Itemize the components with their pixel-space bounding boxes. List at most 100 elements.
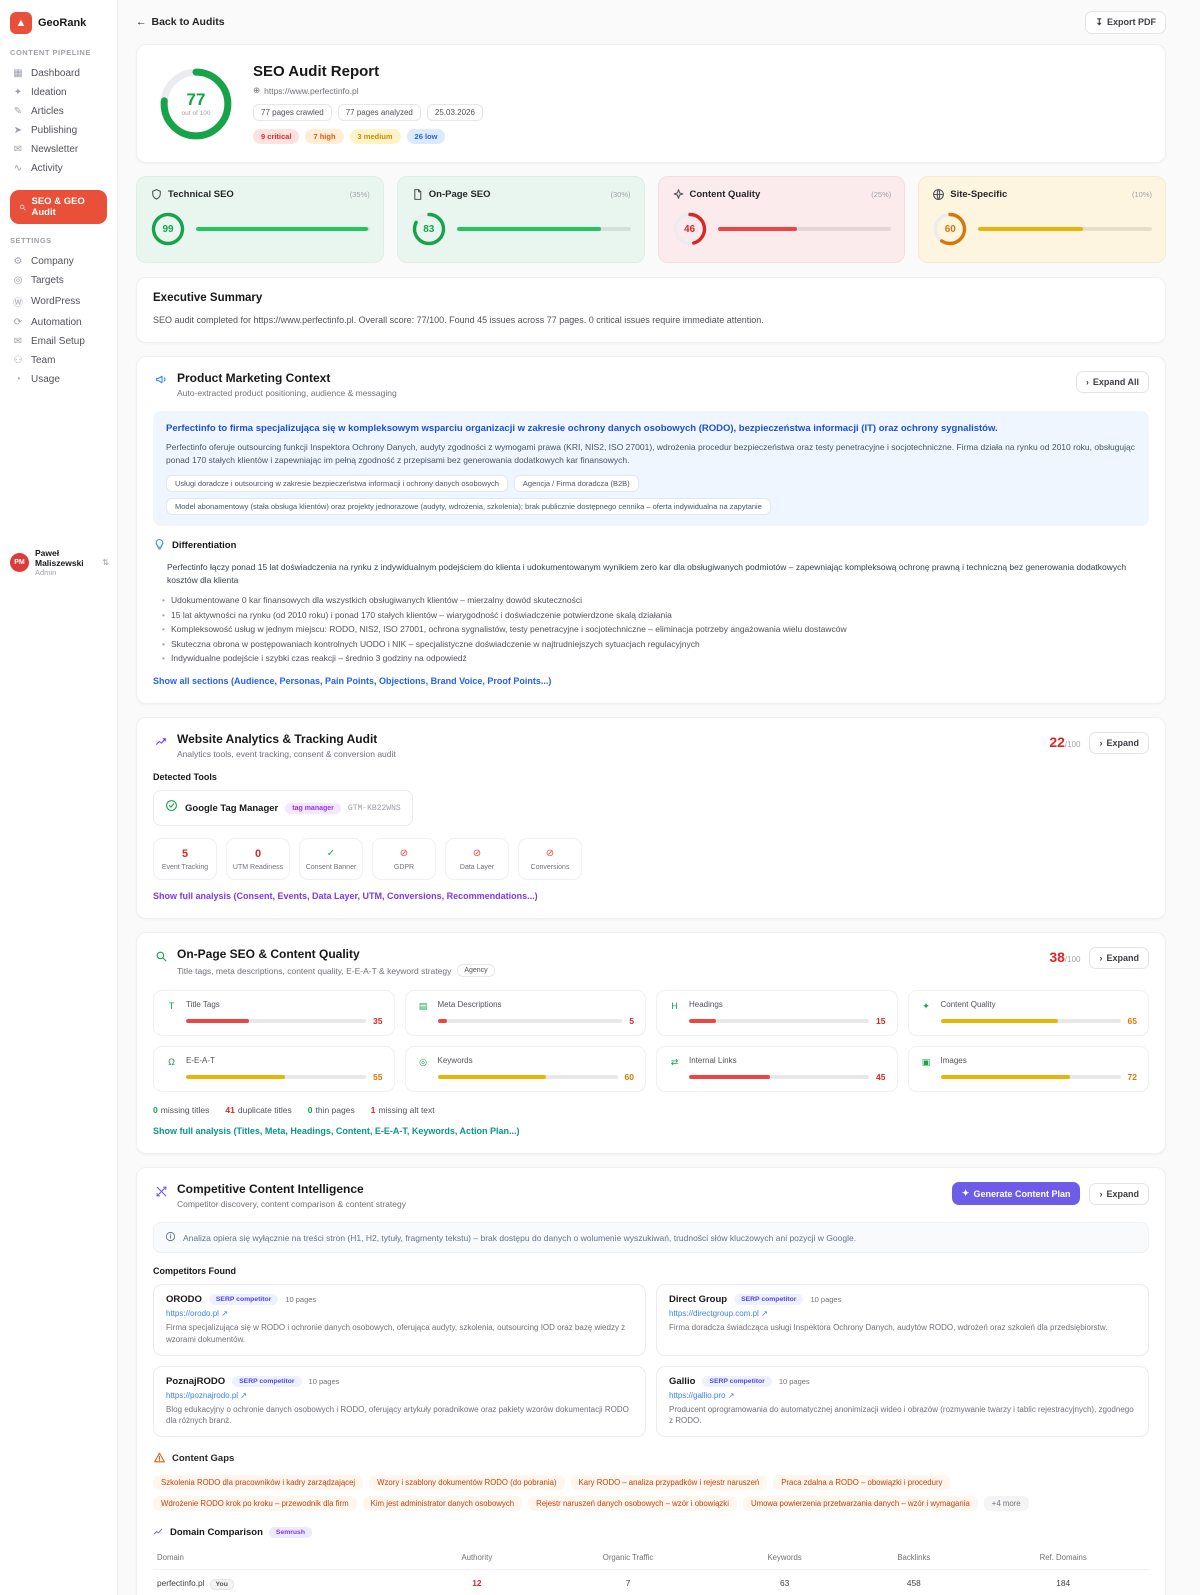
sidebar-item-company[interactable]: ⚙ Company — [13, 256, 74, 267]
col-backlinks[interactable]: Backlinks — [850, 1545, 978, 1570]
site-specific-card[interactable]: Site-Specific (10%) 60 — [918, 176, 1166, 263]
pages-crawled-pill: 77 pages crawled — [253, 104, 332, 121]
sidebar-item-team[interactable]: ⚇ Team — [13, 355, 56, 366]
technical-seo-score: 99 — [162, 223, 174, 235]
gap-chip[interactable]: Praca zdalna a RODO – obowiązki i proced… — [773, 1474, 951, 1490]
brand: ▲ GeoRank — [10, 12, 107, 34]
missing-titles-stat: 0 missing titles — [153, 1105, 210, 1116]
info-icon — [165, 1231, 176, 1244]
analytics-expand-button[interactable]: › Expand — [1089, 732, 1149, 755]
sidebar-item-ideation[interactable]: ✦ Ideation — [13, 87, 67, 98]
user-role: Admin — [35, 568, 57, 578]
metric-eeat[interactable]: Ω E-E-A-T 55 — [153, 1046, 395, 1093]
sidebar-item-wordpress[interactable]: Ⓦ WordPress — [13, 296, 81, 309]
search-icon — [19, 204, 26, 210]
technical-seo-card[interactable]: Technical SEO (35%) 99 — [136, 176, 384, 263]
metric-keywords[interactable]: ◎ Keywords 60 — [404, 1046, 646, 1093]
chevron-right-icon: › — [1099, 1188, 1103, 1199]
bullet: Skuteczna obrona w postępowaniach kontro… — [162, 637, 1149, 652]
pmc-subtitle: Auto-extracted product positioning, audi… — [177, 387, 397, 398]
competitor-card-direct-group[interactable]: Direct Group SERP competitor 10 pages http… — [656, 1284, 1149, 1356]
sidebar-item-articles[interactable]: ✎ Articles — [13, 106, 64, 117]
executive-summary-title: Executive Summary — [153, 292, 263, 304]
pmc-show-all-link[interactable]: Show all sections (Audience, Personas, P… — [153, 676, 552, 687]
event-tracking-stat[interactable]: 5 Event Tracking — [153, 838, 217, 881]
competitor-card-poznajrodo[interactable]: PoznajRODO SERP competitor 10 pages https:… — [153, 1365, 646, 1437]
differentiation-bullets: Udokumentowane 0 kar finansowych dla wsz… — [153, 593, 1149, 666]
metric-headings[interactable]: H Headings 15 — [656, 990, 898, 1037]
sidebar-item-dashboard[interactable]: ▦ Dashboard — [13, 68, 80, 79]
gap-chip[interactable]: Wzory i szablony dokumentów RODO (do pob… — [369, 1474, 565, 1490]
metric-images[interactable]: ▣ Images 72 — [907, 1046, 1149, 1093]
metric-internal-links[interactable]: ⇄ Internal Links 45 — [656, 1046, 898, 1093]
table-row[interactable]: perfectinfo.pl You 12 7 63 458 184 — [153, 1569, 1149, 1595]
competitor-url[interactable]: https://directgroup.com.pl ↗ — [669, 1309, 768, 1319]
consent-banner-stat[interactable]: ✓ Consent Banner — [299, 838, 363, 881]
metric-meta-descriptions[interactable]: ▤ Meta Descriptions 5 — [404, 990, 646, 1037]
competitor-url[interactable]: https://poznajrodo.pl ↗ — [166, 1390, 247, 1400]
serp-competitor-badge: SERP competitor — [208, 1294, 279, 1306]
content-quality-card[interactable]: Content Quality (25%) 46 — [657, 176, 906, 263]
sidebar-item-newsletter[interactable]: ✉ Newsletter — [13, 144, 79, 155]
lightbulb-icon — [153, 538, 166, 554]
col-keywords[interactable]: Keywords — [719, 1545, 851, 1570]
gap-chip[interactable]: Kary RODO – analiza przypadków i rejestr… — [570, 1474, 768, 1490]
sidebar-item-publishing[interactable]: ➤ Publishing — [13, 125, 78, 136]
competitor-card-gallio[interactable]: Gallio SERP competitor 10 pages https://ga… — [656, 1365, 1149, 1437]
metric-title-tags[interactable]: T Title Tags 35 — [153, 990, 395, 1037]
onpage-expand-button[interactable]: › Expand — [1089, 947, 1149, 970]
search-icon — [153, 948, 169, 964]
tool-type-badge: tag manager — [285, 802, 341, 814]
metric-content-quality[interactable]: ✦ Content Quality 65 — [907, 990, 1149, 1037]
analytics-audit-card: Website Analytics & Tracking Audit Analy… — [136, 717, 1166, 920]
competitor-url[interactable]: https://gallio.pro ↗ — [669, 1390, 735, 1400]
site-url[interactable]: ⊕ https://www.perfectinfo.pl — [253, 85, 359, 96]
competitor-card-orodo[interactable]: ORODO SERP competitor 10 pages https://oro… — [153, 1284, 646, 1356]
analytics-show-full-link[interactable]: Show full analysis (Consent, Events, Dat… — [153, 891, 538, 902]
gap-chip[interactable]: Rejestr naruszeń danych osobowych – wzór… — [528, 1495, 737, 1511]
sidebar-item-email-setup[interactable]: ✉ Email Setup — [13, 336, 85, 347]
sidebar-item-activity[interactable]: ∿ Activity — [13, 163, 63, 174]
sidebar-item-automation[interactable]: ⟳ Automation — [13, 317, 82, 328]
onpage-seo-card[interactable]: On-Page SEO (30%) 83 — [396, 176, 645, 263]
expand-all-button[interactable]: › Expand All — [1075, 370, 1149, 393]
score-header-card: 77 out of 100 SEO Audit Report ⊕ https://… — [136, 44, 1166, 163]
external-link-icon: ↗ — [727, 1390, 735, 1400]
main-content: ← Back to Audits ↧ Export PDF 77 out of 10… — [118, 0, 1200, 1595]
sidebar-item-targets[interactable]: ◎ Targets — [13, 275, 64, 286]
usage-icon: ◔ — [14, 374, 22, 385]
gap-chip[interactable]: Kim jest administrator danych osobowych — [362, 1495, 523, 1511]
gap-chip[interactable]: Szkolenia RODO dla pracowników i kadry z… — [153, 1474, 364, 1490]
back-to-audits-link[interactable]: ← Back to Audits — [136, 16, 225, 28]
pages-analyzed-pill: 77 pages analyzed — [337, 104, 421, 121]
sidebar-item-seo-geo-audit[interactable]: SEO & GEO Audit — [10, 190, 107, 224]
competitive-expand-button[interactable]: › Expand — [1089, 1182, 1149, 1205]
user-menu[interactable]: PM Paweł Maliszewski Admin ⇅ — [10, 548, 109, 577]
col-ref-domains[interactable]: Ref. Domains — [977, 1545, 1149, 1570]
data-layer-stat[interactable]: ⊘ Data Layer — [445, 838, 509, 881]
sidebar-item-usage[interactable]: ◔ Usage — [10, 370, 107, 389]
competitor-url[interactable]: https://orodo.pl ↗ — [166, 1309, 228, 1319]
generate-content-plan-button[interactable]: ✦ Generate Content Plan — [951, 1182, 1081, 1206]
conversions-stat[interactable]: ⊘ Conversions — [518, 838, 582, 881]
col-domain[interactable]: Domain — [153, 1545, 417, 1570]
gap-more-chip[interactable]: +4 more — [983, 1495, 1029, 1511]
gtm-tool-card[interactable]: Google Tag Manager tag manager GTM-KB22W… — [153, 790, 413, 827]
serp-competitor-badge: SERP competitor — [734, 1294, 804, 1306]
utm-readiness-stat[interactable]: 0 UTM Readiness — [226, 838, 290, 881]
bullet: Kompleksowość usług w jednym miejscu: RO… — [162, 622, 1149, 637]
onpage-show-full-link[interactable]: Show full analysis (Titles, Meta, Headin… — [153, 1126, 520, 1137]
gdpr-stat[interactable]: ⊘ GDPR — [372, 838, 436, 881]
gap-chip[interactable]: Umowa powierzenia przetwarzania danych –… — [742, 1495, 978, 1511]
onpage-seo-score: 83 — [423, 223, 435, 235]
external-link-icon: ↗ — [240, 1390, 247, 1400]
col-authority[interactable]: Authority — [416, 1545, 538, 1570]
export-pdf-button[interactable]: ↧ Export PDF — [1085, 10, 1166, 34]
analytics-subtitle: Analytics tools, event tracking, consent… — [177, 749, 396, 760]
target-icon: ◎ — [13, 275, 23, 286]
gap-chip[interactable]: Wdrożenie RODO krok po kroku – przewodni… — [153, 1495, 357, 1511]
col-organic-traffic[interactable]: Organic Traffic — [537, 1545, 719, 1570]
site-specific-ring: 60 — [932, 211, 968, 247]
page-title: SEO Audit Report — [253, 63, 380, 80]
score-caption: out of 100 — [181, 109, 211, 117]
